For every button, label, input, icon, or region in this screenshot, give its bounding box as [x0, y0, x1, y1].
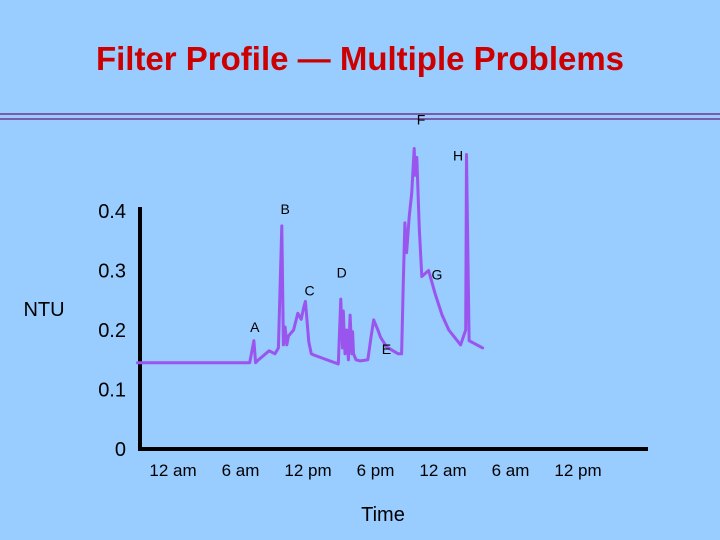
annotation-a: A	[250, 319, 260, 335]
y-tick-label: 0.4	[98, 201, 126, 223]
labels-layer: 0 0.1 0.2 0.3 0.4 12 am 6 am 12 pm 6 pm 12 am 6 am…	[23, 112, 601, 526]
x-tick-label: 6 am	[222, 461, 260, 480]
annotation-h: H	[453, 147, 463, 163]
y-tick-label: 0.2	[98, 320, 126, 342]
x-tick-label: 12 pm	[554, 461, 601, 480]
y-axis-title: NTU	[23, 299, 64, 321]
annotation-f: F	[417, 112, 426, 128]
series-layer	[136, 147, 485, 366]
page-title: Filter Profile — Multiple Problems	[95, 40, 625, 77]
annotation-c: C	[305, 282, 315, 298]
x-tick-label: 12 am	[149, 461, 196, 480]
y-tick-label: 0	[115, 439, 126, 461]
title-rule-bottom	[0, 118, 720, 120]
annotation-b: B	[280, 201, 289, 217]
annotation-e: E	[382, 341, 391, 357]
x-tick-label: 12 am	[419, 461, 466, 480]
x-tick-label: 12 pm	[284, 461, 331, 480]
annotation-g: G	[432, 266, 443, 282]
axes	[138, 207, 648, 451]
x-tick-label: 6 pm	[357, 461, 395, 480]
x-tick-label: 6 am	[492, 461, 530, 480]
x-axis-title: Time	[361, 504, 405, 526]
annotation-d: D	[337, 265, 347, 281]
y-tick-label: 0.1	[98, 380, 126, 402]
ntu-series-line	[136, 147, 485, 366]
title-rule-top	[0, 113, 720, 115]
y-tick-label: 0.3	[98, 261, 126, 283]
